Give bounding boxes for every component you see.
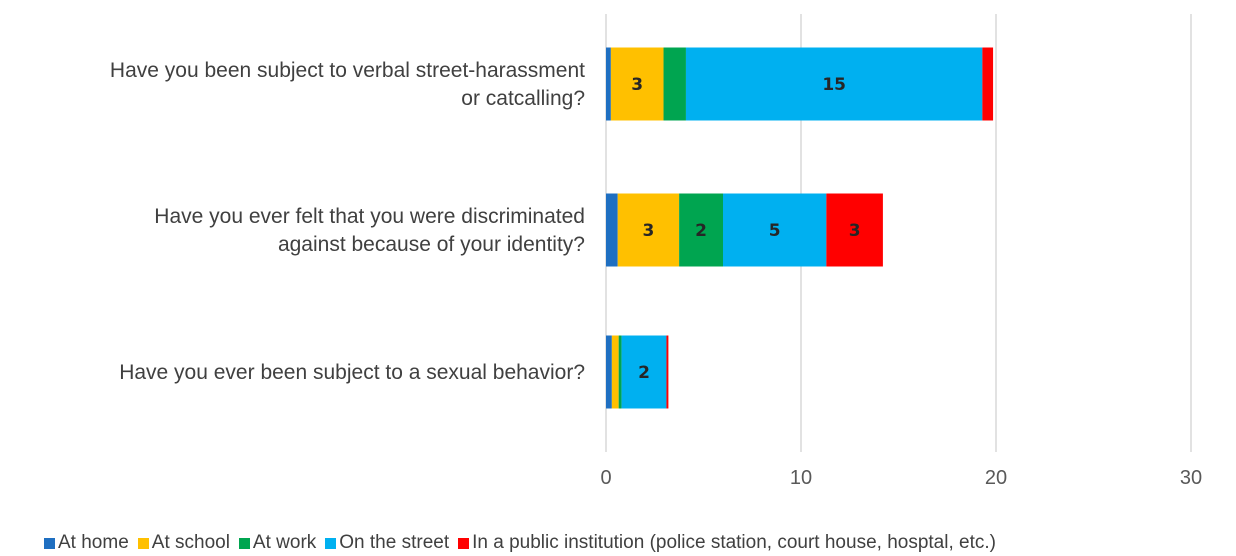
category-label: or catcalling? <box>461 87 585 110</box>
legend-label: In a public institution (police station,… <box>472 532 996 553</box>
x-tick-label: 0 <box>600 467 611 489</box>
category-label: against because of your identity? <box>278 233 585 256</box>
legend-swatch <box>137 537 149 549</box>
bar-segment <box>610 47 664 121</box>
bar-segment <box>663 47 686 121</box>
data-label: 3 <box>642 221 654 241</box>
legend-item: In a public institution (police station,… <box>458 532 996 554</box>
bar-segment <box>685 47 983 121</box>
bar-segment <box>606 47 611 121</box>
legend-label: At home <box>58 532 129 553</box>
legend-swatch <box>325 537 337 549</box>
data-label: 2 <box>695 221 707 241</box>
bar-segment <box>606 193 618 267</box>
x-tick-label: 20 <box>985 467 1007 489</box>
category-labels: Have you been subject to verbal street-h… <box>110 59 585 384</box>
legend-item: At school <box>137 532 230 554</box>
bar-segment <box>826 193 883 267</box>
legend-swatch <box>44 537 55 549</box>
x-tick-label: 30 <box>1180 467 1202 489</box>
legend-swatch <box>458 537 470 549</box>
data-label: 3 <box>849 221 861 241</box>
bar-segment <box>621 335 667 409</box>
legend-item: At home <box>44 532 129 554</box>
data-label: 2 <box>638 363 650 383</box>
bar-segment <box>679 193 723 267</box>
bar-segment <box>617 193 680 267</box>
bar-segment <box>618 335 622 409</box>
data-labels: 3 15 3 2 5 3 2 <box>631 75 860 383</box>
category-label: Have you ever been subject to a sexual b… <box>119 361 585 384</box>
data-label: 15 <box>822 75 846 95</box>
bar-segment <box>666 335 669 409</box>
data-label: 5 <box>769 221 781 241</box>
legend-item: At work <box>238 532 317 554</box>
x-axis-ticks: 0 10 20 30 <box>600 467 1202 489</box>
bars <box>606 47 994 409</box>
legend-item: On the street <box>325 532 449 554</box>
category-label: Have you been subject to verbal street-h… <box>110 59 585 82</box>
bar-segment <box>611 335 619 409</box>
legend: At home At school At work On the street In a… <box>44 532 1005 554</box>
x-tick-label: 10 <box>790 467 812 489</box>
category-label: Have you ever felt that you were discrim… <box>154 205 585 228</box>
legend-swatch <box>238 537 250 549</box>
bar-segment <box>606 335 612 409</box>
bar-segment <box>723 193 827 267</box>
legend-label: At work <box>252 532 317 553</box>
legend-label: At school <box>151 532 230 553</box>
bar-segment <box>982 47 994 121</box>
data-label: 3 <box>631 75 643 95</box>
legend-label: On the street <box>339 532 450 553</box>
